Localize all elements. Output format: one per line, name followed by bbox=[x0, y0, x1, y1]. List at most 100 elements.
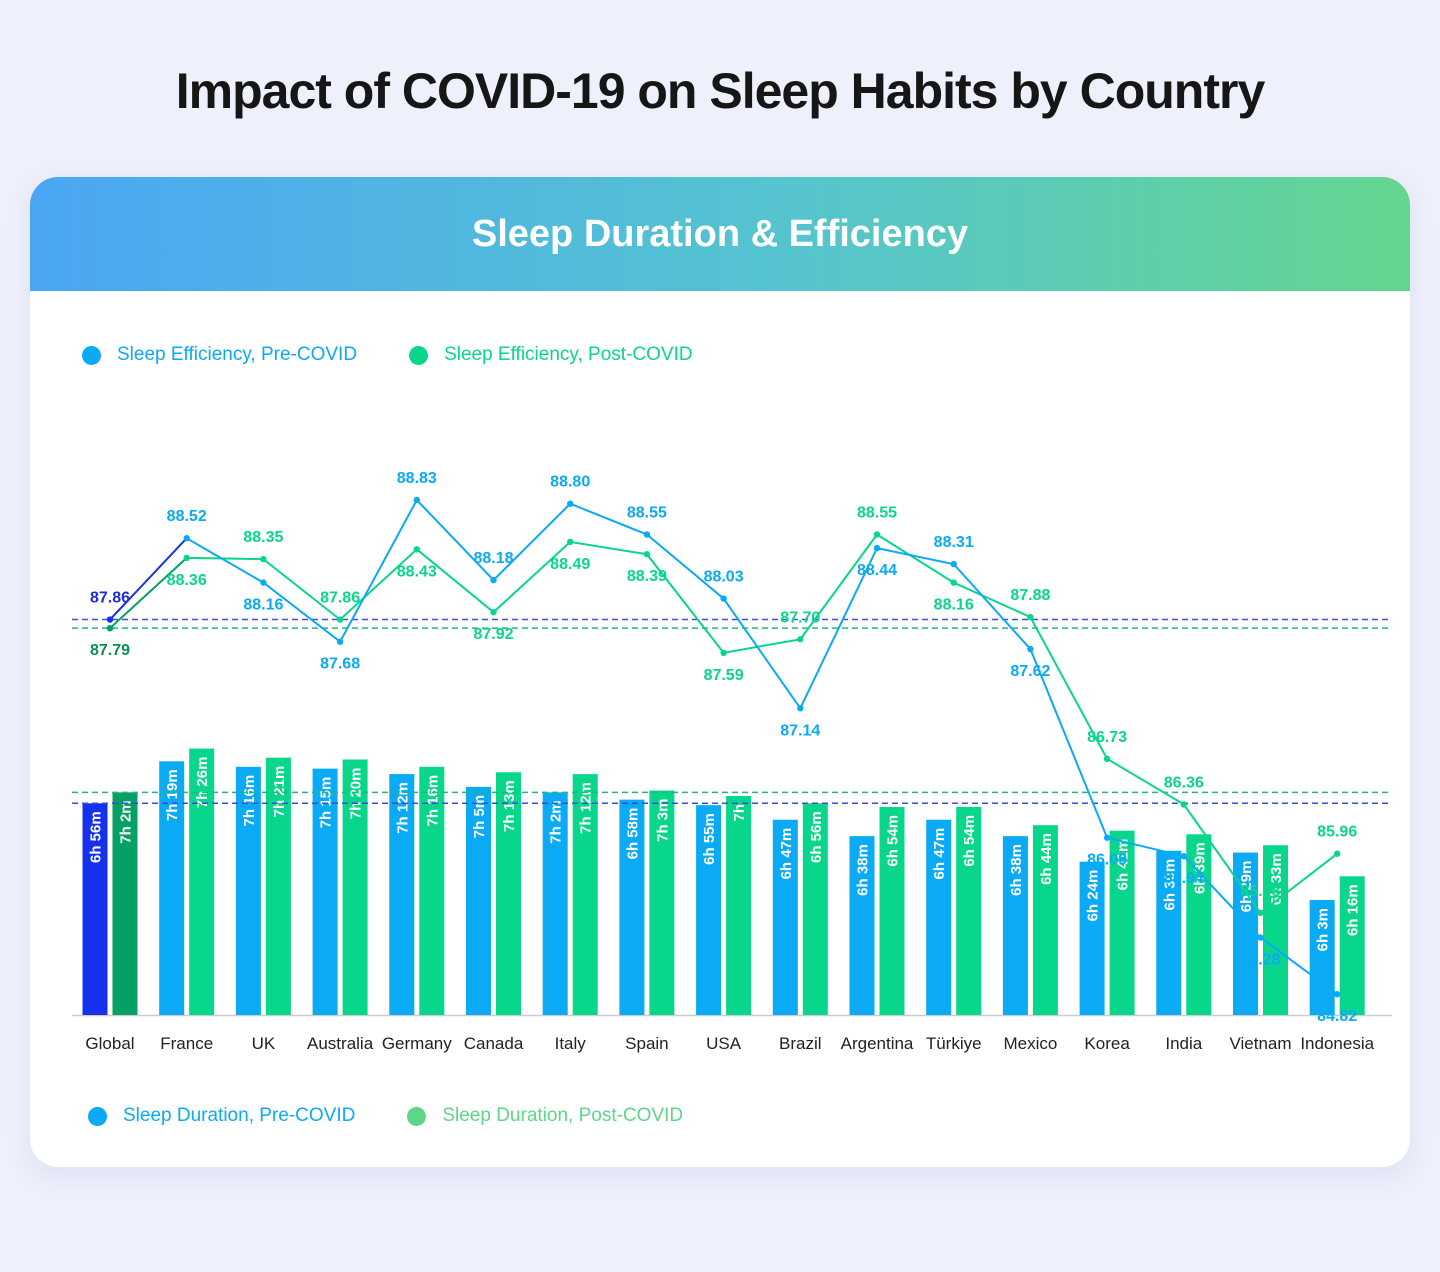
bar-post-korea bbox=[1109, 830, 1135, 1015]
duration-legend: Sleep Duration, Pre-COVID Sleep Duration… bbox=[88, 1105, 735, 1127]
efficiency-label-pre-indonesia: 84.82 bbox=[1317, 1008, 1357, 1025]
efficiency-point-post-italy bbox=[567, 538, 574, 546]
efficiency-point-post-indonesia bbox=[1334, 850, 1341, 857]
bar-label-pre-indonesia: 6h 3m bbox=[1315, 908, 1332, 951]
bar-label-pre-brazil: 6h 47m bbox=[778, 828, 795, 880]
efficiency-point-pre-argentina bbox=[873, 544, 881, 552]
bar-label-post-global: 7h 2m bbox=[118, 800, 135, 843]
bar-label-pre-india: 6h 30m bbox=[1161, 859, 1178, 911]
efficiency-label-post-mexico: 87.88 bbox=[1010, 587, 1050, 604]
bar-label-post-brazil: 6h 56m bbox=[808, 811, 825, 863]
bar-pre-indonesia bbox=[1309, 900, 1335, 1015]
bar-pre-brazil bbox=[772, 819, 798, 1015]
efficiency-label-pre-india: 85.94 bbox=[1164, 870, 1204, 887]
efficiency-label-pre-uk: 88.16 bbox=[243, 597, 283, 614]
category-label-italy: Italy bbox=[555, 1034, 587, 1053]
efficiency-label-post-india: 86.36 bbox=[1164, 774, 1204, 791]
bar-post-global bbox=[112, 792, 138, 1015]
legend-item-duration-post: Sleep Duration, Post-COVID bbox=[407, 1105, 683, 1127]
bar-label-post-vietnam: 6h 33m bbox=[1268, 853, 1285, 905]
bar-post-mexico bbox=[1032, 825, 1058, 1015]
efficiency-point-post-vietnam bbox=[1257, 909, 1264, 917]
efficiency-point-pre-indonesia bbox=[1334, 991, 1341, 998]
bar-label-pre-global: 6h 56m bbox=[88, 811, 105, 863]
efficiency-label-post-spain: 88.39 bbox=[627, 568, 667, 585]
bar-post-uk bbox=[265, 757, 291, 1015]
bar-label-pre-canada: 7h 5m bbox=[471, 795, 488, 838]
bar-post-indonesia bbox=[1339, 876, 1365, 1015]
efficiency-line-post bbox=[186, 533, 1338, 915]
bar-label-post-mexico: 6h 44m bbox=[1038, 833, 1055, 885]
bar-pre-global bbox=[82, 803, 108, 1015]
category-label-global: Global bbox=[85, 1034, 134, 1053]
bar-label-post-indonesia: 6h 16m bbox=[1345, 884, 1362, 936]
bar-label-pre-mexico: 6h 38m bbox=[1008, 844, 1025, 896]
bar-label-post-germany: 7h 16m bbox=[424, 775, 441, 827]
bar-label-pre-uk: 7h 16m bbox=[241, 775, 258, 827]
bar-pre-india bbox=[1156, 850, 1182, 1015]
category-label-mexico: Mexico bbox=[1003, 1034, 1057, 1053]
bar-label-post-uk: 7h 21m bbox=[271, 766, 288, 818]
bar-pre-italy bbox=[542, 792, 568, 1015]
efficiency-label-pre-canada: 88.18 bbox=[473, 550, 513, 567]
bar-post-italy bbox=[572, 774, 598, 1015]
efficiency-point-pre-t-rkiye bbox=[950, 560, 957, 568]
efficiency-label-pre-mexico: 87.62 bbox=[1010, 663, 1050, 680]
bar-post-canada bbox=[496, 772, 521, 1015]
efficiency-line-post-global-segment bbox=[109, 557, 188, 629]
efficiency-label-post-argentina: 88.55 bbox=[857, 505, 897, 522]
bar-post-germany bbox=[419, 766, 445, 1015]
efficiency-label-post-usa: 87.59 bbox=[704, 667, 744, 684]
bar-label-pre-spain: 6h 58m bbox=[624, 808, 641, 860]
category-label-argentina: Argentina bbox=[841, 1034, 914, 1053]
efficiency-point-pre-india bbox=[1180, 852, 1188, 860]
efficiency-label-pre-australia: 87.68 bbox=[320, 656, 360, 673]
efficiency-point-post-uk bbox=[260, 555, 267, 563]
efficiency-point-post-spain bbox=[643, 551, 651, 558]
category-label-indonesia: Indonesia bbox=[1300, 1034, 1374, 1053]
efficiency-point-post-india bbox=[1180, 801, 1188, 808]
efficiency-label-post-vietnam: 85.48 bbox=[1240, 883, 1280, 900]
efficiency-label-pre-t-rkiye: 88.31 bbox=[934, 534, 974, 551]
bar-label-pre-t-rkiye: 6h 47m bbox=[931, 828, 948, 880]
bar-pre-t-rkiye bbox=[926, 819, 952, 1015]
efficiency-point-pre-usa bbox=[720, 595, 727, 602]
card-header: Sleep Duration & Efficiency bbox=[30, 177, 1410, 291]
efficiency-point-pre-uk bbox=[260, 579, 267, 586]
legend-dot-duration-pre bbox=[88, 1106, 107, 1126]
card-title: Sleep Duration & Efficiency bbox=[471, 213, 969, 255]
category-label-brazil: Brazil bbox=[779, 1034, 822, 1053]
bar-post-brazil bbox=[802, 803, 828, 1015]
bar-pre-korea bbox=[1079, 861, 1105, 1015]
efficiency-label-post-korea: 86.73 bbox=[1087, 729, 1127, 746]
efficiency-point-pre-mexico bbox=[1027, 645, 1034, 653]
efficiency-point-pre-canada bbox=[490, 576, 497, 584]
bar-post-usa bbox=[726, 796, 752, 1015]
bar-label-pre-italy: 7h 2m bbox=[548, 800, 565, 843]
bar-pre-usa bbox=[696, 805, 722, 1015]
legend-label-duration-post: Sleep Duration, Post-COVID bbox=[442, 1105, 684, 1126]
category-label-usa: USA bbox=[706, 1034, 742, 1053]
category-label-germany: Germany bbox=[382, 1034, 452, 1053]
category-label-t-rkiye: Türkiye bbox=[926, 1034, 982, 1053]
bar-label-pre-germany: 7h 12m bbox=[394, 782, 411, 834]
efficiency-point-post-mexico bbox=[1027, 613, 1034, 621]
bar-label-post-usa: 7h bbox=[731, 804, 748, 822]
bar-label-pre-argentina: 6h 38m bbox=[855, 844, 872, 896]
efficiency-point-pre-brazil bbox=[797, 705, 804, 712]
efficiency-point-post-korea bbox=[1103, 755, 1111, 763]
efficiency-label-pre-brazil: 87.14 bbox=[780, 722, 820, 739]
efficiency-point-post-global bbox=[106, 624, 114, 632]
efficiency-point-pre-global bbox=[106, 616, 114, 623]
efficiency-label-post-indonesia: 85.96 bbox=[1317, 824, 1357, 841]
efficiency-label-pre-vietnam: 85.28 bbox=[1240, 952, 1280, 969]
efficiency-label-post-brazil: 87.70 bbox=[780, 609, 820, 626]
efficiency-point-post-argentina bbox=[873, 531, 881, 538]
category-label-korea: Korea bbox=[1084, 1034, 1130, 1053]
efficiency-label-post-uk: 88.35 bbox=[243, 529, 283, 546]
efficiency-point-pre-korea bbox=[1103, 834, 1111, 841]
efficiency-point-post-france bbox=[183, 554, 190, 562]
category-label-uk: UK bbox=[252, 1034, 276, 1053]
legend-dot-duration-post bbox=[407, 1106, 427, 1126]
efficiency-point-pre-germany bbox=[413, 496, 420, 504]
